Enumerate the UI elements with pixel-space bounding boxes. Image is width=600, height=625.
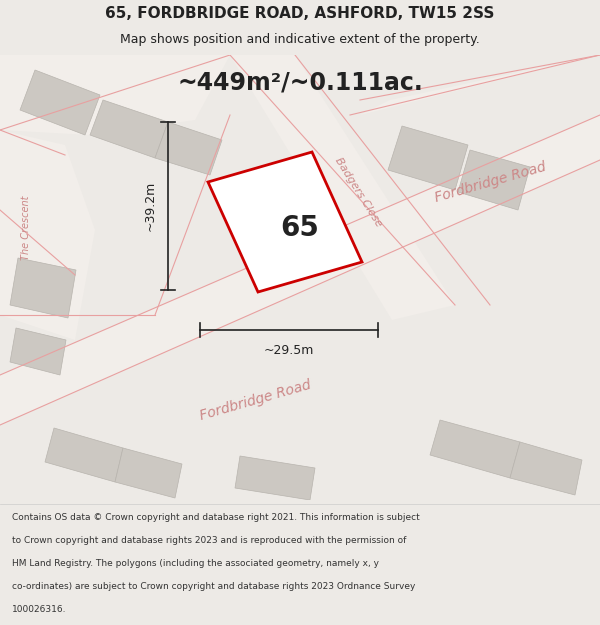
Text: Contains OS data © Crown copyright and database right 2021. This information is : Contains OS data © Crown copyright and d…	[12, 512, 420, 521]
Text: 65, FORDBRIDGE ROAD, ASHFORD, TW15 2SS: 65, FORDBRIDGE ROAD, ASHFORD, TW15 2SS	[106, 6, 494, 21]
Polygon shape	[230, 55, 455, 320]
Polygon shape	[0, 130, 95, 340]
Polygon shape	[10, 258, 76, 318]
Text: ~39.2m: ~39.2m	[143, 181, 157, 231]
Text: to Crown copyright and database rights 2023 and is reproduced with the permissio: to Crown copyright and database rights 2…	[12, 536, 406, 544]
Polygon shape	[208, 152, 362, 292]
Text: Badgers Close: Badgers Close	[332, 156, 383, 229]
Polygon shape	[10, 328, 66, 375]
Polygon shape	[510, 442, 582, 495]
Text: Map shows position and indicative extent of the property.: Map shows position and indicative extent…	[120, 33, 480, 46]
Text: The Crescent: The Crescent	[21, 196, 31, 260]
Polygon shape	[0, 115, 600, 425]
Polygon shape	[235, 456, 315, 500]
Polygon shape	[430, 420, 520, 478]
Polygon shape	[20, 70, 100, 135]
Polygon shape	[0, 55, 230, 135]
Polygon shape	[45, 428, 123, 482]
Polygon shape	[115, 448, 182, 498]
Polygon shape	[155, 122, 222, 175]
Text: Fordbridge Road: Fordbridge Road	[433, 159, 547, 204]
Polygon shape	[388, 126, 468, 190]
Polygon shape	[360, 55, 600, 115]
Text: ~29.5m: ~29.5m	[264, 344, 314, 356]
Text: co-ordinates) are subject to Crown copyright and database rights 2023 Ordnance S: co-ordinates) are subject to Crown copyr…	[12, 582, 415, 591]
Text: HM Land Registry. The polygons (including the associated geometry, namely x, y: HM Land Registry. The polygons (includin…	[12, 559, 379, 568]
Text: Fordbridge Road: Fordbridge Road	[198, 378, 312, 423]
Text: ~449m²/~0.111ac.: ~449m²/~0.111ac.	[177, 70, 423, 94]
Polygon shape	[90, 100, 168, 158]
Text: 100026316.: 100026316.	[12, 605, 67, 614]
Polygon shape	[458, 150, 530, 210]
Text: 65: 65	[281, 214, 319, 242]
